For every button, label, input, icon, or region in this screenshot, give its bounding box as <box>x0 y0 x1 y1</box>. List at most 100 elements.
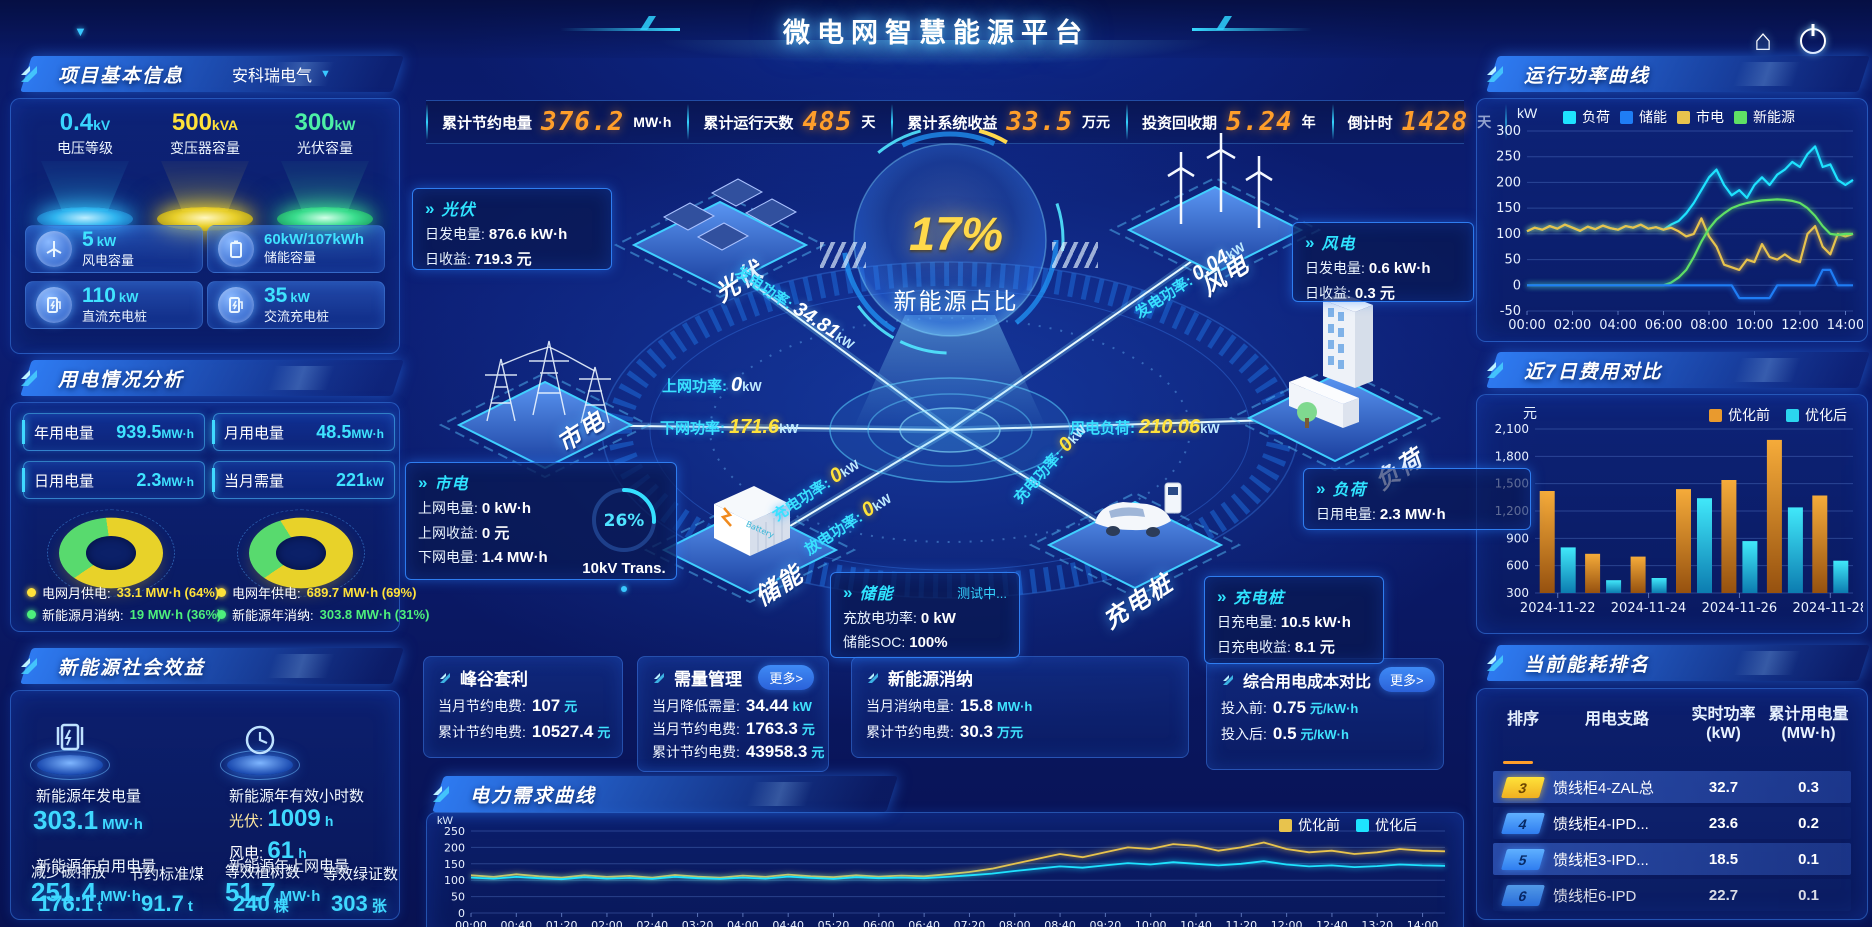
tree-value: 240 棵 <box>233 891 289 916</box>
legend-item: 优化前 <box>1709 405 1770 425</box>
panel-ranking: 排序 用电支路 实时功率 (kW) 累计用电量 (MW·h) 3 馈线柜4-ZAL总… <box>1476 688 1868 920</box>
energy-value: 0.3 <box>1798 778 1819 796</box>
svg-text:13:20: 13:20 <box>1361 919 1393 927</box>
stat-year-usage: 年用电量 939.5MW·h <box>22 413 205 451</box>
unit: MW·h <box>161 474 194 489</box>
table-row[interactable]: 5 馈线柜3-IPD... 18.5 0.1 <box>1493 843 1851 875</box>
svg-text:250: 250 <box>1496 150 1521 165</box>
title-decoration-left <box>560 28 680 31</box>
chevron-down-icon[interactable]: ▼ <box>74 24 87 39</box>
corner-icon <box>866 671 880 685</box>
storage-capacity-tile: 60kW/107kWh 储能容量 <box>207 225 385 273</box>
flow-pv-generation: 发电功率:34.81kW <box>732 263 857 353</box>
kpi-value: 1428 <box>1401 107 1469 137</box>
table-row[interactable]: 6 馈线柜6-IPD 22.7 0.1 <box>1493 879 1851 911</box>
power-icon[interactable] <box>1796 24 1830 58</box>
energy-value: 0.1 <box>1798 850 1819 868</box>
unit: MW·h <box>351 426 384 441</box>
svg-text:03:20: 03:20 <box>682 919 714 927</box>
flow-grid-import: 下网功率: 171.6kW <box>660 416 799 438</box>
kpi-unit: 年 <box>1301 114 1316 130</box>
company-selector[interactable]: 安科瑞电气 ▼ <box>232 62 331 86</box>
svg-text:02:40: 02:40 <box>636 919 668 927</box>
grid-node-illustration <box>438 340 652 479</box>
svg-text:2024-11-24: 2024-11-24 <box>1611 601 1687 616</box>
gauge-label: 10kV Trans. <box>582 560 666 577</box>
more-button[interactable]: 更多> <box>1379 667 1435 692</box>
legend-value: 303.8 MW·h (31%) <box>319 607 430 622</box>
panel-header-run-power: 运行功率曲线 <box>1480 56 1870 92</box>
legend-dot <box>217 588 226 597</box>
wind-capacity-tile: 5 kW 风电容量 <box>25 225 203 273</box>
svg-text:06:40: 06:40 <box>908 919 940 927</box>
panel-cost-compare: 元 优化前 优化后 3006009001,2001,5001,8002,1002… <box>1476 394 1868 634</box>
legend-item: 优化后 <box>1356 815 1417 835</box>
branch-name: 馈线柜4-IPD... <box>1553 815 1649 833</box>
light-beam <box>281 161 369 211</box>
pv-capacity-indicator: 300kW 光伏容量 <box>265 109 385 231</box>
svg-text:06:00: 06:00 <box>1645 318 1682 333</box>
year-energy-donut <box>237 509 365 597</box>
unit: kW <box>366 474 384 489</box>
svg-text:02:00: 02:00 <box>591 919 623 927</box>
co2-label: 减少碳排放 <box>31 864 107 881</box>
kpi-unit: 万元 <box>1082 114 1111 130</box>
col-power: 实时功率 (kW) <box>1691 706 1756 743</box>
renewable-share-label: 新能源占比 <box>893 288 1019 314</box>
unit: kW <box>96 233 117 249</box>
kpi-total-income: 累计系统收益 33.5 万元 <box>891 101 1126 143</box>
corner-icon <box>1484 63 1506 85</box>
panel-run-power: kW 负荷 储能 市电 新能源 -50 0 50 100 150 200 250 300 00:… <box>1476 98 1868 342</box>
top-bar <box>0 0 1872 58</box>
rank-badge: 5 <box>1500 848 1546 870</box>
svg-text:12:00: 12:00 <box>1271 919 1303 927</box>
power-value: 32.7 <box>1708 778 1739 796</box>
label: 年用电量 <box>34 424 95 442</box>
svg-text:2024-11-22: 2024-11-22 <box>1520 601 1596 616</box>
panel-title: 新能源社会效益 <box>58 657 206 679</box>
flow-load-power: 用电负荷: 210.06kW <box>1070 416 1220 438</box>
legend-value: 19 MW·h (36%) <box>129 607 222 622</box>
more-button[interactable]: 更多> <box>758 665 814 690</box>
legend-item: 储能 <box>1620 107 1667 127</box>
unit: kW <box>118 289 139 305</box>
kpi-run-days: 累计运行天数 485 天 <box>687 101 891 143</box>
self-use-value: 251.4 MW·h <box>31 877 141 907</box>
value: 2.3 <box>136 469 162 490</box>
table-row[interactable]: 4 馈线柜4-IPD... 23.6 0.2 <box>1493 807 1851 839</box>
svg-text:-50: -50 <box>1500 304 1521 319</box>
svg-text:200: 200 <box>444 841 465 854</box>
kpi-value: 376.2 <box>541 107 625 137</box>
branch-name: 馈线柜3-IPD... <box>1553 851 1649 869</box>
co2-value: 176.1 t <box>38 891 103 916</box>
svg-text:14:00: 14:00 <box>1407 919 1439 927</box>
svg-text:00:00: 00:00 <box>1508 318 1545 333</box>
voltage-level-indicator: 0.4kV 电压等级 <box>25 109 145 231</box>
cost-compare-legend: 优化前 优化后 <box>1709 405 1847 425</box>
energy-value: 0.2 <box>1798 814 1819 832</box>
table-row[interactable]: 3 馈线柜4-ZAL总 32.7 0.3 <box>1493 771 1851 803</box>
svg-text:900: 900 <box>1506 531 1529 545</box>
label: 储能容量 <box>264 250 317 265</box>
col-branch: 用电支路 <box>1584 711 1649 728</box>
svg-text:01:20: 01:20 <box>546 919 578 927</box>
power-value: 23.6 <box>1708 814 1739 832</box>
rank-badge: 6 <box>1500 884 1546 906</box>
svg-text:2,100: 2,100 <box>1495 422 1529 436</box>
panel-social-benefit: 新能源年发电量 303.1 MW·h 新能源年有效小时数 光伏: 1009 h 风… <box>10 690 400 920</box>
legend-value: 689.7 MW·h (69%) <box>306 585 417 600</box>
load-info-card: » 负荷 日用电量: 2.3 MW·h <box>1303 468 1531 530</box>
value: 221 <box>335 469 366 490</box>
status-badge: 测试中... <box>957 585 1007 601</box>
home-icon[interactable]: ⌂ <box>1753 24 1773 57</box>
renewable-consumption-card: 新能源消纳 当月消纳电量: 15.8 MW·h 累计节约电费: 30.3 万元 <box>851 656 1189 758</box>
demand-chart-legend: 优化前 优化后 <box>1279 815 1417 835</box>
legend-item: 市电 <box>1677 107 1724 127</box>
svg-text:150: 150 <box>1496 201 1521 216</box>
panel-power-analysis: 年用电量 939.5MW·h 月用电量 48.5MW·h 日用电量 2.3MW·… <box>10 402 429 632</box>
battery-box-text: Battery <box>745 520 776 540</box>
panel-header-social-benefit: 新能源社会效益 <box>14 648 404 684</box>
svg-text:12:00: 12:00 <box>1781 318 1818 333</box>
svg-text:02:00: 02:00 <box>1554 318 1591 333</box>
kpi-energy-saved: 累计节约电量 376.2 MW·h <box>426 101 687 143</box>
